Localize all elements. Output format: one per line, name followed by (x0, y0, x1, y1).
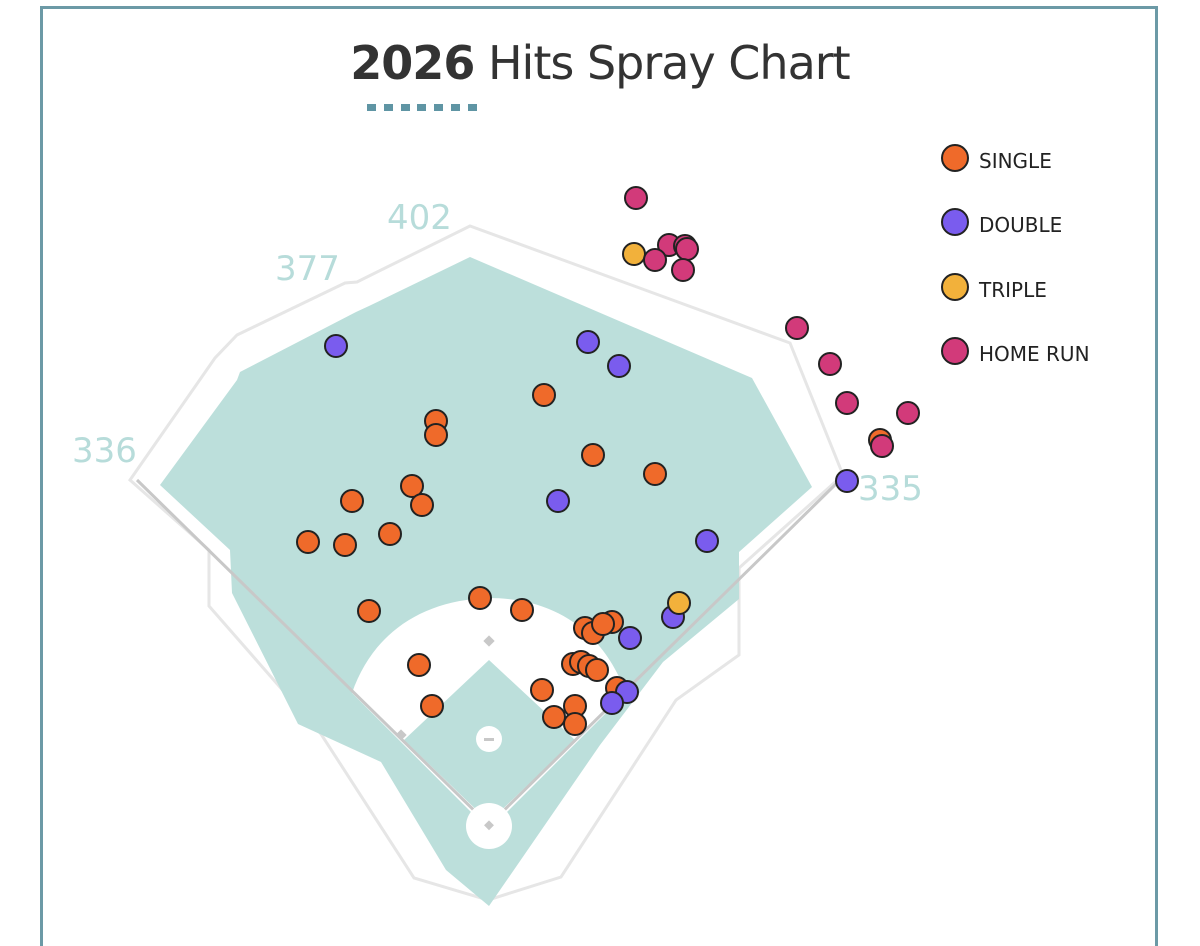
hit-point-home-run (624, 186, 648, 210)
hit-point-single (530, 678, 554, 702)
hit-point-single (407, 653, 431, 677)
hit-point-home-run (643, 248, 667, 272)
hit-point-home-run (818, 352, 842, 376)
hit-point-home-run (675, 237, 699, 261)
hit-point-single (591, 612, 615, 636)
left-foul-line (135, 478, 491, 827)
legend-label-single: SINGLE (979, 149, 1052, 173)
hit-point-double (600, 691, 624, 715)
legend-marker-triple (941, 273, 969, 301)
hit-point-single (643, 462, 667, 486)
hit-points (296, 186, 920, 736)
hit-point-double (576, 330, 600, 354)
legend-marker-double (941, 208, 969, 236)
hit-point-double (695, 529, 719, 553)
hit-point-triple (667, 591, 691, 615)
hit-point-single (542, 705, 566, 729)
right-foul-line (487, 478, 842, 827)
outfield-grass (160, 257, 812, 906)
hit-point-double (546, 489, 570, 513)
third-base (395, 729, 407, 741)
hit-point-single (424, 423, 448, 447)
second-base (483, 635, 495, 647)
legend: SINGLE DOUBLE TRIPLE HOME RUN (941, 144, 1090, 366)
title-text: Hits Spray Chart (487, 36, 851, 90)
legend-label-triple: TRIPLE (978, 278, 1047, 302)
hit-point-double (835, 469, 859, 493)
distance-label-left-center: 377 (275, 249, 340, 289)
legend-label-double: DOUBLE (979, 213, 1062, 237)
hit-point-single (333, 533, 357, 557)
hit-point-single (410, 493, 434, 517)
hit-point-single (420, 694, 444, 718)
chart-title: 2026 Hits Spray Chart (0, 36, 1200, 90)
hit-point-single (357, 599, 381, 623)
hit-point-home-run (870, 434, 894, 458)
hit-point-double (607, 354, 631, 378)
hit-point-double (324, 334, 348, 358)
hit-point-single (400, 474, 424, 498)
distance-label-left-line: 336 (72, 431, 137, 471)
hit-point-home-run (835, 391, 859, 415)
title-year: 2026 (350, 36, 475, 90)
hit-point-single (585, 658, 609, 682)
title-underline (367, 104, 477, 111)
hit-point-single (468, 586, 492, 610)
hit-point-triple (622, 242, 646, 266)
legend-label-home-run: HOME RUN (979, 342, 1090, 366)
hit-point-home-run (785, 316, 809, 340)
hit-point-single (563, 712, 587, 736)
hit-point-single (532, 383, 556, 407)
distance-label-right-line: 335 (858, 469, 923, 509)
hit-point-home-run (671, 258, 695, 282)
legend-marker-single (941, 144, 969, 172)
hit-point-single (510, 598, 534, 622)
pitchers-rubber (484, 738, 494, 741)
hit-point-single (378, 522, 402, 546)
distance-label-center: 402 (387, 198, 452, 238)
hit-point-single (340, 489, 364, 513)
hit-point-single (296, 530, 320, 554)
legend-marker-home-run (941, 337, 969, 365)
hit-point-home-run (896, 401, 920, 425)
hit-point-single (581, 443, 605, 467)
hit-point-double (618, 626, 642, 650)
